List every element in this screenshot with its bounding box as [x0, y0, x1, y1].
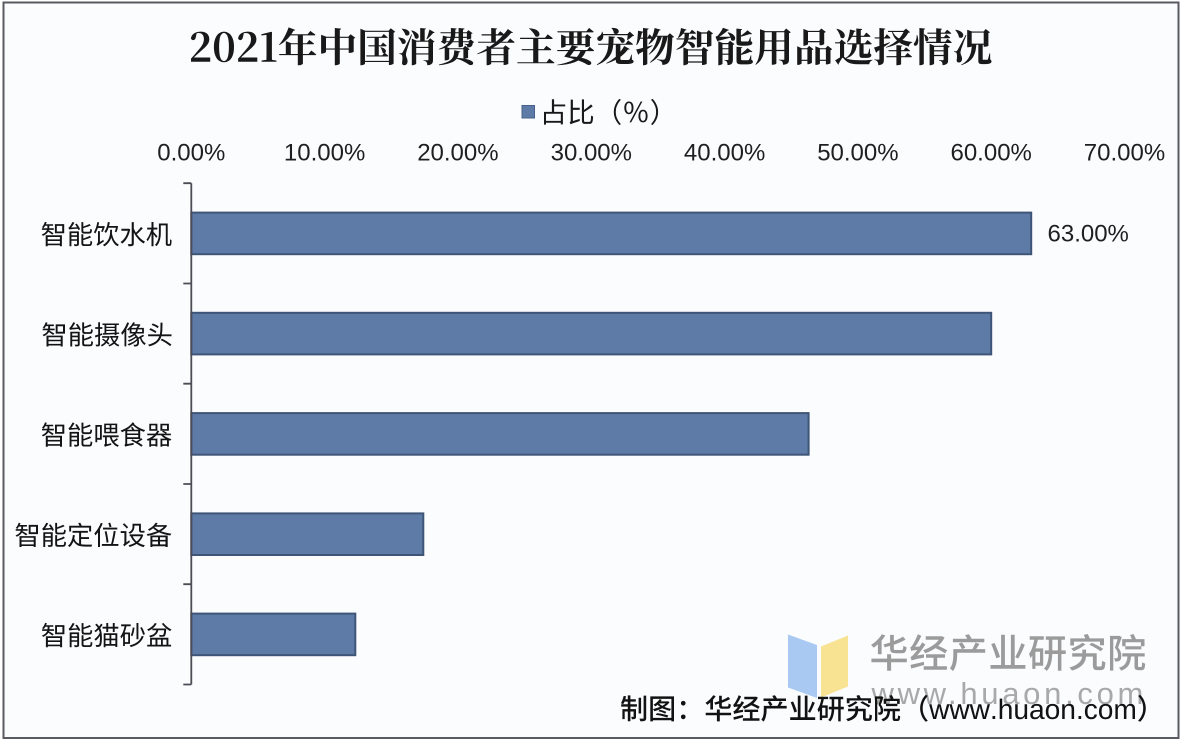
svg-text:63.00%: 63.00%: [1048, 221, 1129, 248]
svg-text:40.00%: 40.00%: [684, 140, 765, 167]
svg-text:30.00%: 30.00%: [551, 140, 632, 167]
svg-text:0.00%: 0.00%: [157, 140, 225, 167]
svg-text:70.00%: 70.00%: [1084, 140, 1165, 167]
svg-text:50.00%: 50.00%: [817, 140, 898, 167]
svg-text:60.00%: 60.00%: [950, 140, 1031, 167]
svg-text:20.00%: 20.00%: [417, 140, 498, 167]
svg-text:10.00%: 10.00%: [284, 140, 365, 167]
